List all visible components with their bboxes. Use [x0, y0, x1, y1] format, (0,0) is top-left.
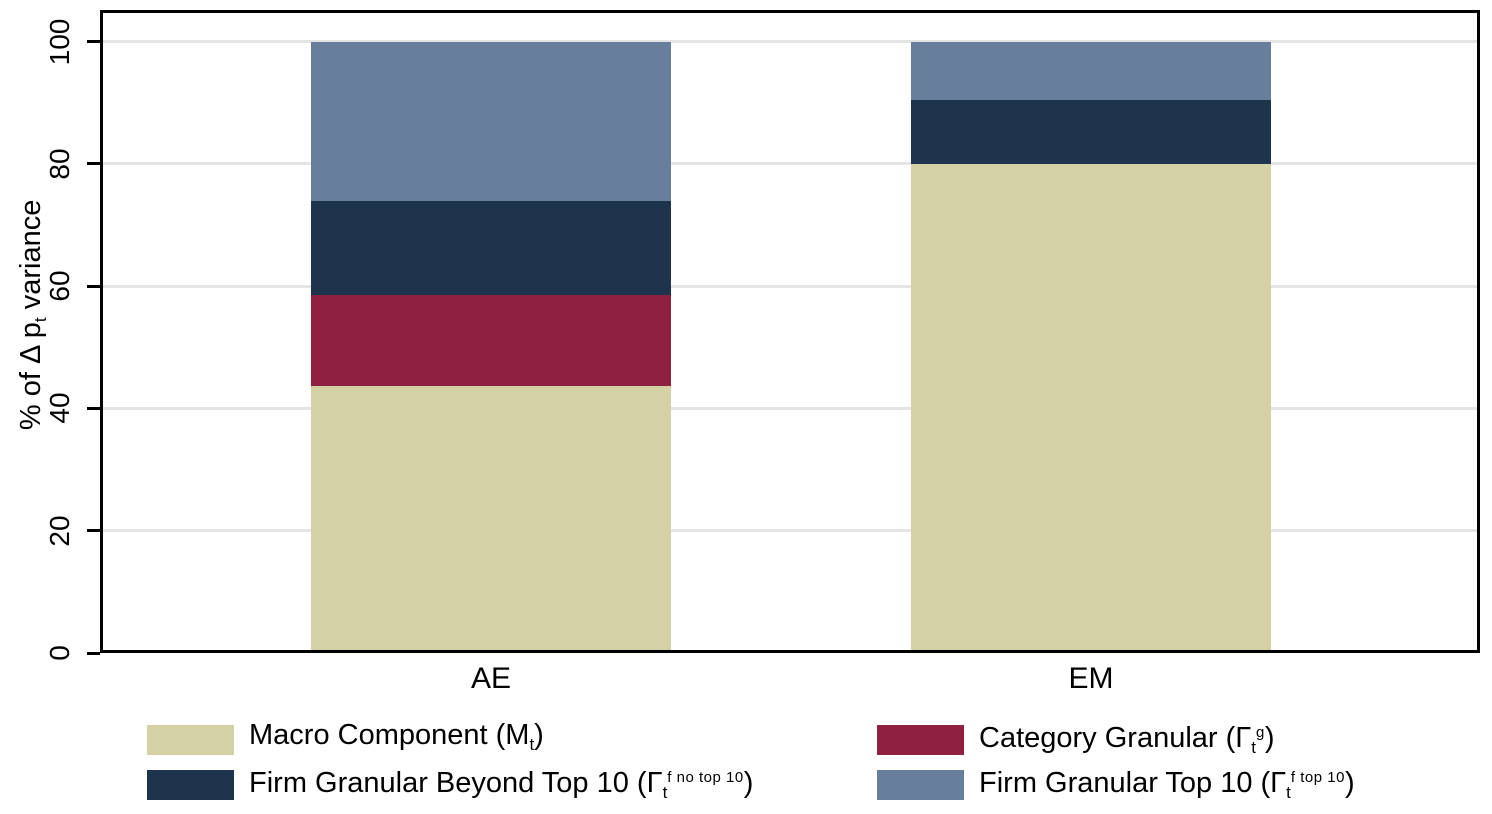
gridline [100, 162, 1480, 166]
y-tick [87, 651, 100, 655]
y-tick [87, 162, 100, 166]
plot-area [100, 10, 1480, 653]
x-axis-label-em: EM [1068, 662, 1114, 695]
bar-segment-em [911, 100, 1271, 164]
bar-segment-ae [311, 295, 671, 386]
legend-swatch-macro-component [147, 725, 234, 755]
y-tick [87, 284, 100, 288]
y-tick-label: 80 [44, 148, 75, 180]
legend-swatch-firm-beyond-top10 [147, 770, 234, 800]
legend-label-firm-beyond-top10: Firm Granular Beyond Top 10 (Γtf no top … [249, 766, 754, 802]
legend-item-category-granular: Category Granular (Γtg) [877, 723, 1275, 757]
legend-item-firm-beyond-top10: Firm Granular Beyond Top 10 (Γtf no top … [147, 768, 753, 802]
y-tick-label: 0 [44, 645, 75, 661]
gridline [100, 406, 1480, 410]
x-axis-label-ae: AE [470, 662, 512, 695]
y-tick [87, 529, 100, 533]
y-axis-title-text-2: variance [15, 199, 47, 318]
y-axis-title-text: % of Δ p [15, 322, 47, 431]
legend-swatch-firm-top10 [877, 770, 964, 800]
gridline [100, 529, 1480, 533]
legend-label-category-granular: Category Granular (Γtg) [979, 721, 1275, 757]
legend-swatch-category-granular [877, 725, 964, 755]
gridline [100, 40, 1480, 43]
y-tick-label: 100 [44, 18, 75, 65]
bar-segment-ae [311, 201, 671, 296]
legend-label-firm-top10: Firm Granular Top 10 (Γtf top 10) [979, 766, 1355, 802]
gridline [100, 284, 1480, 288]
y-tick-label: 20 [44, 515, 75, 547]
y-tick [87, 40, 100, 43]
legend-label-macro-component: Macro Component (Mt) [249, 719, 544, 754]
legend-item-macro-component: Macro Component (Mt) [147, 720, 544, 755]
y-tick [87, 406, 100, 410]
bar-segment-em [911, 163, 1271, 653]
bar-segment-ae [311, 385, 671, 653]
y-axis-title-subscript: t [31, 317, 50, 323]
y-axis-title: % of Δ pt variance [0, 200, 84, 463]
bar-segment-ae [311, 41, 671, 202]
legend-item-firm-top10: Firm Granular Top 10 (Γtf top 10) [877, 768, 1355, 802]
bar-segment-em [911, 41, 1271, 101]
